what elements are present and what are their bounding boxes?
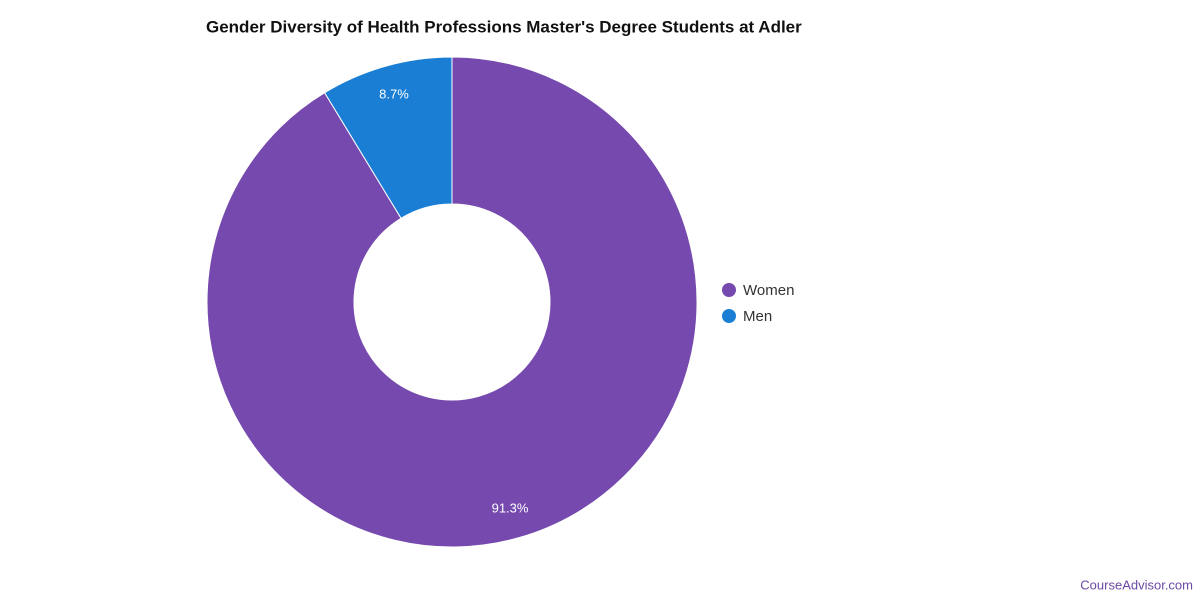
legend-marker [722, 309, 736, 323]
donut-slice [323, 56, 453, 219]
donut-slice [206, 56, 698, 548]
source-watermark: CourseAdvisor.com [1080, 577, 1193, 592]
legend-marker [722, 283, 736, 297]
value-label: 8.7% [379, 86, 409, 101]
legend-label: Women [743, 282, 794, 299]
chart-title: Gender Diversity of Health Professions M… [206, 17, 802, 36]
legend-label: Men [743, 308, 772, 325]
value-label: 91.3% [492, 500, 529, 515]
